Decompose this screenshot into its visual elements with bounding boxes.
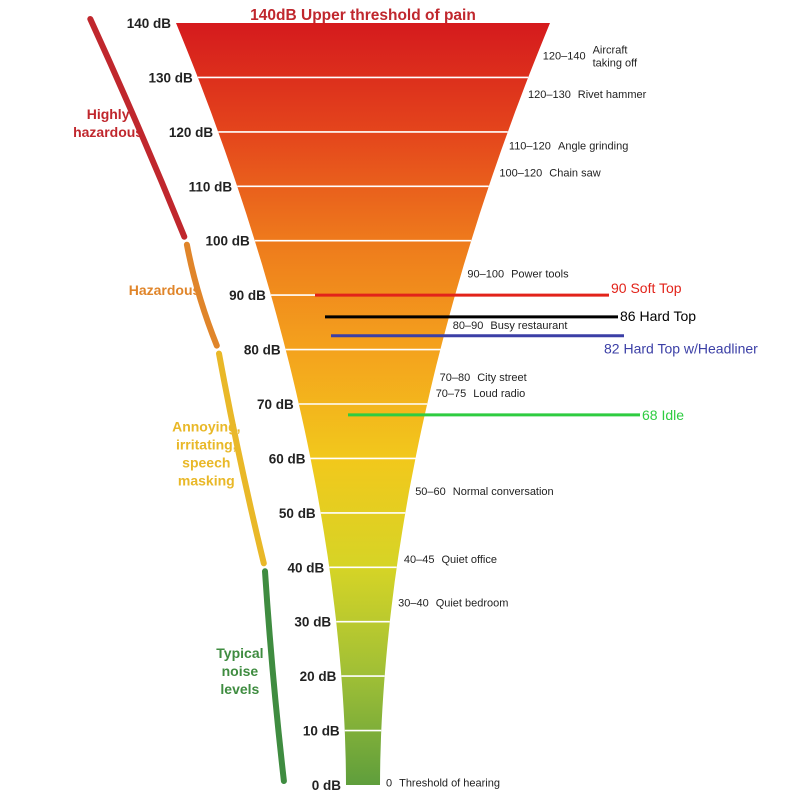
- db-tick-label: 40 dB: [288, 560, 325, 575]
- noise-source-range: 120–130: [528, 89, 571, 101]
- hazard-bands: Highly hazardous Hazardous Annoying, irritat…: [73, 16, 287, 784]
- db-tick-labels: 140 dB 130 dB 120 dB 110 dB 100 dB 90 dB 80 dB…: [127, 16, 342, 793]
- db-tick-label: 100 dB: [206, 234, 251, 249]
- marker-label: 82 Hard Top w/Headliner: [604, 341, 758, 357]
- noise-source-range: 0: [386, 777, 392, 789]
- noise-source-name: Aircraft taking off: [593, 45, 638, 70]
- hazard-band-label: Typical noise levels: [216, 645, 263, 697]
- db-tick-label: 90 dB: [229, 288, 266, 303]
- noise-source-name: City street: [477, 372, 527, 384]
- noise-source-range: 40–45: [404, 554, 435, 566]
- noise-source-name: Quiet office: [442, 554, 497, 566]
- marker-label: 90 Soft Top: [611, 280, 682, 296]
- noise-source-range: 120–140: [543, 51, 586, 63]
- db-tick-label: 60 dB: [269, 451, 306, 466]
- noise-source-name: Angle grinding: [558, 141, 628, 153]
- noise-source-name: Normal conversation: [453, 486, 554, 498]
- noise-source-range: 70–80: [440, 372, 471, 384]
- noise-source-name: Chain saw: [549, 168, 600, 180]
- db-tick-label: 120 dB: [169, 125, 214, 140]
- db-tick-label: 70 dB: [257, 397, 294, 412]
- hazard-band-arc: [262, 568, 287, 784]
- noise-source-labels: 120–140 Aircraft taking off 120–130 Rivet ha…: [386, 45, 647, 790]
- db-tick-label: 0 dB: [312, 778, 342, 793]
- marker-label: 86 Hard Top: [620, 308, 696, 324]
- noise-source-range: 100–120: [499, 168, 542, 180]
- noise-source-range: 70–75: [436, 388, 467, 400]
- db-tick-label: 20 dB: [300, 669, 337, 684]
- hazard-band-label: Highly hazardous: [73, 106, 143, 140]
- hazard-band-arc: [183, 241, 220, 349]
- noise-source-name: Threshold of hearing: [399, 777, 500, 789]
- db-tick-label: 110 dB: [189, 179, 233, 194]
- db-tick-label: 50 dB: [279, 506, 316, 521]
- diagram-title: 140dB Upper threshold of pain: [250, 7, 476, 24]
- db-tick-label: 130 dB: [149, 70, 194, 85]
- noise-source-range: 90–100: [467, 268, 504, 280]
- hazard-band-arc: [87, 16, 188, 240]
- db-tick-label: 80 dB: [244, 343, 281, 358]
- marker-label: 68 Idle: [642, 407, 684, 423]
- vehicle-markers: 90 Soft Top 86 Hard Top 82 Hard Top w/Head…: [315, 280, 758, 423]
- noise-source-name: Loud radio: [473, 388, 525, 400]
- db-tick-label: 140 dB: [127, 16, 172, 31]
- noise-source-range: 80–90: [453, 320, 484, 332]
- noise-source-range: 50–60: [415, 486, 446, 498]
- noise-source-range: 110–120: [509, 141, 551, 153]
- hazard-band-label: Hazardous: [129, 282, 201, 298]
- db-tick-label: 30 dB: [294, 615, 331, 630]
- noise-source-name: Quiet bedroom: [436, 598, 509, 610]
- noise-source-range: 30–40: [398, 598, 429, 610]
- noise-source-name: Busy restaurant: [490, 320, 567, 332]
- db-tick-label: 10 dB: [303, 724, 340, 739]
- noise-source-name: Power tools: [511, 268, 569, 280]
- hazard-band-label: Annoying, irritating, speech masking: [172, 418, 240, 488]
- noise-source-name: Rivet hammer: [578, 89, 647, 101]
- hazard-band-arc: [216, 350, 267, 567]
